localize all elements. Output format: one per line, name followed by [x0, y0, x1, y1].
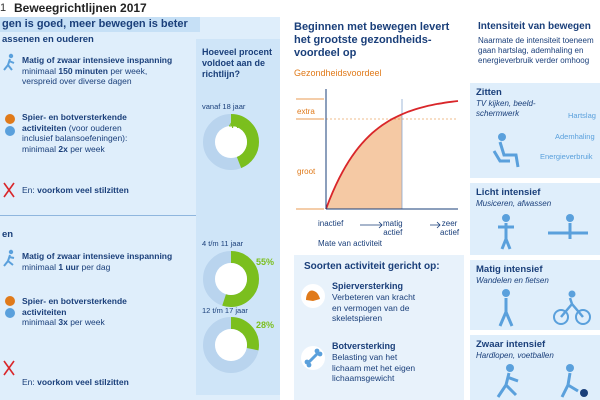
- benefit-chart: [296, 89, 459, 229]
- youth-item-1: Matig of zwaar intensieve inspanning min…: [22, 251, 173, 272]
- bone-title: Botversterking: [332, 341, 396, 351]
- intensity-panel: Intensiteit van bewegen Naarmate de inte…: [470, 17, 600, 400]
- breathing-label: Ademhaling: [555, 132, 595, 141]
- donut-chart-children: [203, 251, 259, 307]
- block-examples: Wandelen en fietsen: [476, 276, 549, 285]
- block-title: Matig intensief: [476, 264, 543, 275]
- header-bar: 1 Beweegrichtlijnen 2017: [0, 0, 600, 17]
- x-arrow-1: [360, 221, 383, 229]
- benefit-title: Beginnen met bewegen levert het grootste…: [294, 21, 450, 59]
- walking-icon: [3, 53, 15, 71]
- intensity-block-sitting: Zitten TV kijken, beeld-schermwerk Harts…: [470, 83, 600, 178]
- no-sitting-icon: [3, 360, 15, 376]
- x-arrow-2: [430, 221, 441, 229]
- chart-y-title: Gezondheidsvoordeel: [294, 68, 382, 78]
- cyclist-icon: [553, 290, 591, 325]
- donut-segment: [203, 114, 259, 170]
- block-examples: Musiceren, afwassen: [476, 199, 552, 208]
- donut-segment: [203, 251, 259, 307]
- benefit-area: [326, 114, 402, 209]
- muscle-title: Spierversterking: [332, 281, 404, 291]
- muscle-description: Verbeteren van kracht en vermogen van de…: [332, 292, 416, 323]
- guidelines-title: gen is goed, meer bewegen is beter: [2, 18, 188, 30]
- donut-hole: [215, 263, 247, 295]
- walking-person-icon: [498, 289, 514, 327]
- donut-percent-teens: 28%: [256, 320, 275, 330]
- donut-label-children: 4 t/m 11 jaar: [202, 239, 244, 248]
- adults-item-2: Spier- en botversterkende activiteiten (…: [22, 112, 128, 154]
- energy-label: Energieverbruik: [540, 152, 593, 161]
- activity-types-title: Soorten activiteit gericht op:: [304, 261, 440, 272]
- block-title: Zitten: [476, 87, 502, 98]
- donut-percent-children: 55%: [256, 257, 275, 267]
- musician-icon: [498, 214, 514, 250]
- benefit-curve: [325, 100, 459, 210]
- donut-chart-adults: [203, 114, 259, 170]
- running-child-icon: [3, 249, 15, 267]
- intensity-block-vigorous: Zwaar intensief Hardlopen, voetballen: [470, 335, 600, 400]
- strength-icon: [5, 296, 15, 318]
- sitting-person-icon: [492, 133, 520, 168]
- heart-rate-label: Hartslag: [568, 111, 596, 120]
- adults-item-1: Matig of zwaar intensieve inspanning min…: [22, 55, 173, 86]
- donut-hole: [215, 329, 247, 361]
- chart-x-title: Mate van activiteit: [318, 239, 383, 248]
- y-tick-extra: extra: [297, 107, 315, 116]
- no-sitting-icon: [3, 182, 15, 198]
- football-player-icon: [560, 364, 588, 398]
- youth-item-2: Spier- en botversterkende activiteiten m…: [22, 296, 127, 327]
- block-title: Licht intensief: [476, 187, 541, 198]
- x-tick-matig: matig actief: [383, 219, 403, 237]
- x-tick-inactief: inactief: [318, 219, 344, 228]
- intensity-block-light: Licht intensief Musiceren, afwassen: [470, 183, 600, 255]
- donut-hole: [215, 126, 247, 158]
- guidelines-panel: gen is goed, meer bewegen is beter assen…: [0, 17, 280, 400]
- block-examples: TV kijken, beeld-schermwerk: [476, 99, 536, 118]
- donut-chart-teens: [203, 317, 259, 373]
- benefit-panel: Beginnen met bewegen levert het grootste…: [280, 17, 470, 400]
- page-title: Beweegrichtlijnen 2017: [14, 1, 147, 15]
- y-tick-groot: groot: [297, 167, 316, 176]
- question-title: Hoeveel procent voldoet aan de richtlijn…: [202, 47, 273, 79]
- section-number: 1: [0, 2, 7, 14]
- adults-label: assenen en ouderen: [2, 34, 94, 45]
- donut-label-teens: 12 t/m 17 jaar: [202, 306, 248, 315]
- x-tick-zeer: zeer actief: [440, 219, 460, 237]
- adults-item-3: En: voorkom veel stilzitten: [22, 185, 129, 195]
- donut-label-adults: vanaf 18 jaar: [202, 102, 246, 111]
- runner-icon: [496, 364, 519, 398]
- dishwashing-icon: [548, 214, 588, 239]
- donut-percent-adults: 44%: [229, 120, 248, 130]
- title-bar: [0, 17, 200, 32]
- activity-types-box: Soorten activiteit gericht op: Spiervers…: [294, 255, 464, 400]
- section-divider: [0, 215, 280, 216]
- intensity-block-moderate: Matig intensief Wandelen en fietsen: [470, 260, 600, 330]
- bone-description: Belasting van het lichaam met het eigen …: [332, 352, 416, 383]
- youth-item-3: En: voorkom veel stilzitten: [22, 377, 129, 387]
- block-title: Zwaar intensief: [476, 339, 546, 350]
- muscle-icon: [301, 284, 325, 308]
- bone-icon: [301, 346, 325, 370]
- block-examples: Hardlopen, voetballen: [476, 351, 554, 360]
- intensity-description: Naarmate de intensiteit toeneem gaan har…: [478, 36, 594, 65]
- youth-label: en: [2, 229, 14, 240]
- intensity-title: Intensiteit van bewegen: [478, 21, 591, 32]
- strength-icon: [5, 114, 15, 136]
- donut-segment: [203, 317, 259, 373]
